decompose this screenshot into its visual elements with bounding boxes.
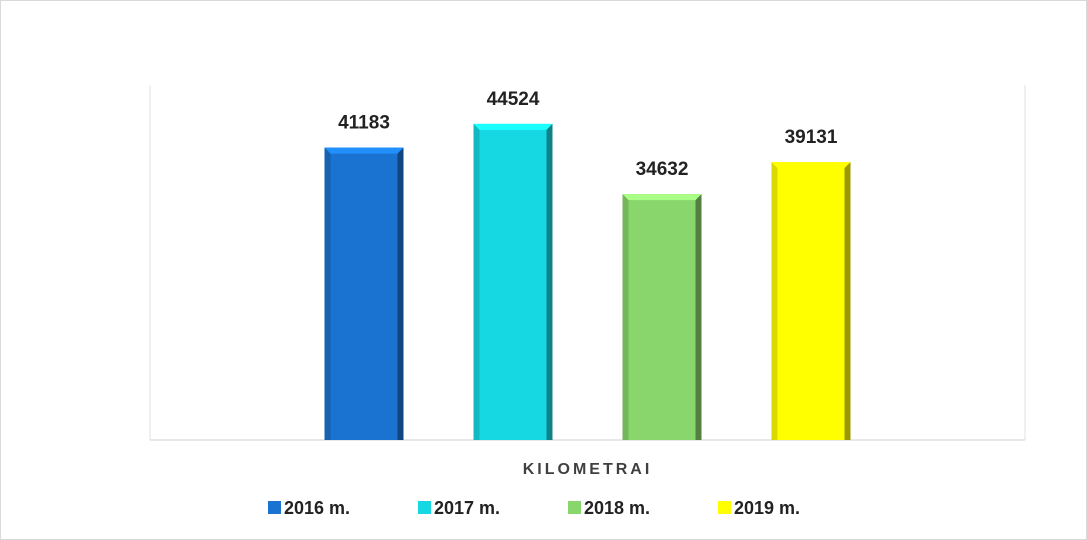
bar-bevel [771,162,851,169]
bar-bevel [397,147,404,440]
bar [771,162,851,440]
bar-group [622,194,702,440]
bar [324,147,404,440]
bar-group [324,147,404,440]
bar-bevel [622,194,702,201]
bar-bevel [473,123,553,130]
bar-group [771,162,851,440]
value-label: 44524 [487,89,540,110]
legend-swatch [268,501,281,514]
bar-bevel [473,123,480,440]
legend-swatch [418,501,431,514]
bar-bevel [324,147,404,154]
legend-swatch [568,501,581,514]
legend-swatch [718,501,731,514]
value-label: 34632 [636,159,689,180]
value-label: 41183 [338,113,390,134]
legend-label: 2016 m. [284,498,350,518]
bar-bevel [622,194,629,440]
bar [622,194,702,440]
bar-bevel [695,194,702,440]
bar-group [473,123,553,440]
bar-bevel [324,147,331,440]
bar-bevel [546,123,553,440]
value-label: 39131 [785,127,838,148]
legend-label: 2019 m. [734,498,800,518]
legend-label: 2018 m. [584,498,650,518]
legend-label: 2017 m. [434,498,500,518]
bar-bevel [771,162,778,440]
x-axis-label: KILOMETRAI [523,461,653,478]
bar [473,123,553,440]
bar-bevel [844,162,851,440]
